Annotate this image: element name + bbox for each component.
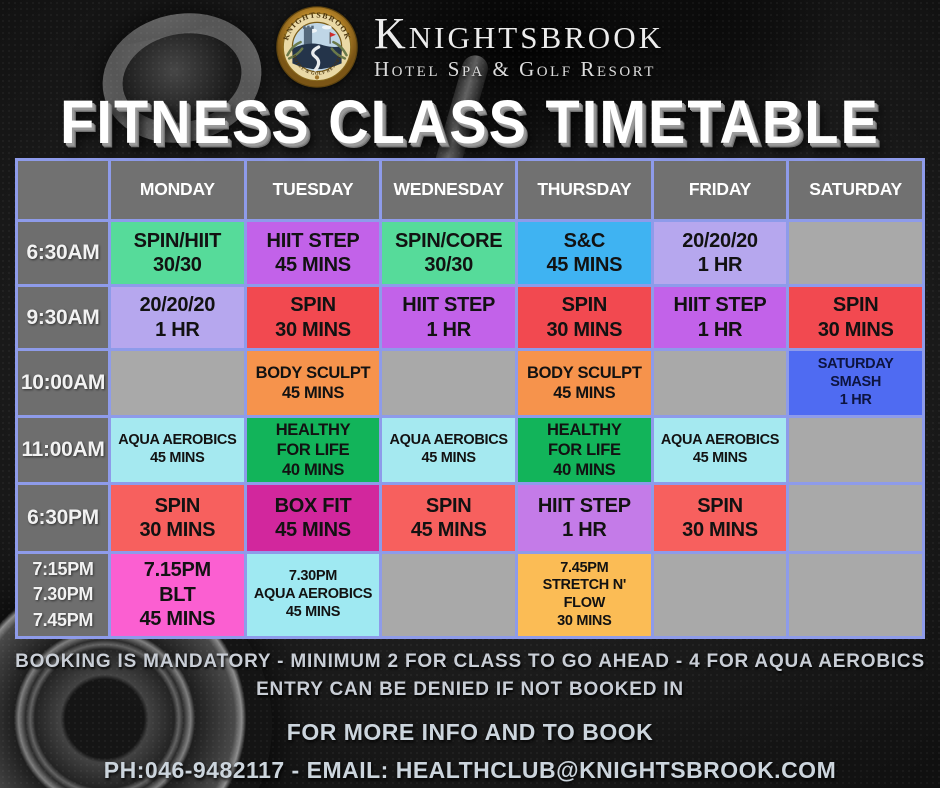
class-cell-tuesday: 7.30PM AQUA AEROBICS 45 MINS bbox=[246, 554, 380, 636]
time-cell: 7:15PM 7.30PM 7.45PM bbox=[18, 554, 108, 636]
class-cell-wednesday: HIIT STEP 1 HR bbox=[382, 287, 515, 348]
class-cell-tuesday: HIIT STEP 45 MINS bbox=[246, 222, 380, 284]
day-header-thursday: THURSDAY bbox=[518, 161, 651, 219]
class-cell-thursday: S&C 45 MINS bbox=[518, 222, 651, 284]
class-cell-monday: 7.15PM BLT 45 MINS bbox=[111, 554, 244, 636]
empty-cell-saturday bbox=[789, 554, 922, 636]
empty-cell-wednesday bbox=[382, 351, 515, 415]
day-header-wednesday: WEDNESDAY bbox=[382, 161, 515, 219]
empty-cell-monday bbox=[111, 351, 244, 415]
time-cell: 9:30AM bbox=[18, 287, 108, 348]
class-cell-thursday: HIIT STEP 1 HR bbox=[518, 485, 651, 551]
class-cell-tuesday: HEALTHY FOR LIFE 40 MINS bbox=[246, 418, 380, 482]
knightsbrook-logo-badge: KNIGHTSBROOK HOTEL & GOLF RESORT bbox=[276, 6, 358, 88]
class-cell-monday: SPIN 30 MINS bbox=[111, 485, 244, 551]
page-title: FITNESS CLASS TIMETABLE bbox=[60, 87, 880, 157]
class-cell-thursday: 7.45PM STRETCH N' FLOW 30 MINS bbox=[518, 554, 651, 636]
contact-phone-email: PH:046-9482117 - EMAIL: HEALTHCLUB@KNIGH… bbox=[103, 757, 837, 784]
class-cell-wednesday: SPIN 45 MINS bbox=[382, 485, 515, 551]
time-cell: 6:30PM bbox=[18, 485, 108, 551]
contact-heading: FOR MORE INFO AND TO BOOK bbox=[286, 719, 654, 746]
class-cell-thursday: HEALTHY FOR LIFE 40 MINS bbox=[518, 418, 651, 482]
brand-tagline: Hotel Spa & Golf Resort bbox=[374, 57, 656, 81]
class-cell-tuesday: BODY SCULPT 45 MINS bbox=[246, 351, 380, 415]
day-header-tuesday: TUESDAY bbox=[246, 161, 380, 219]
class-cell-tuesday: BOX FIT 45 MINS bbox=[246, 485, 380, 551]
timetable-grid: MONDAY TUESDAY WEDNESDAY THURSDAY FRIDAY SATU… bbox=[15, 158, 925, 639]
empty-cell-saturday bbox=[789, 222, 922, 284]
empty-cell-friday bbox=[653, 554, 787, 636]
class-cell-monday: AQUA AEROBICS 45 MINS bbox=[111, 418, 244, 482]
time-cell: 11:00AM bbox=[18, 418, 108, 482]
class-cell-friday: 20/20/20 1 HR bbox=[653, 222, 787, 284]
class-cell-wednesday: AQUA AEROBICS 45 MINS bbox=[382, 418, 515, 482]
day-header-saturday: SATURDAY bbox=[789, 161, 922, 219]
class-cell-thursday: SPIN 30 MINS bbox=[518, 287, 651, 348]
empty-cell-friday bbox=[653, 351, 787, 415]
class-cell-thursday: BODY SCULPT 45 MINS bbox=[518, 351, 651, 415]
class-cell-saturday: SPIN 30 MINS bbox=[789, 287, 922, 348]
class-cell-friday: AQUA AEROBICS 45 MINS bbox=[653, 418, 787, 482]
class-cell-monday: SPIN/HIIT 30/30 bbox=[111, 222, 244, 284]
empty-cell-saturday bbox=[789, 485, 922, 551]
class-cell-friday: HIIT STEP 1 HR bbox=[653, 287, 787, 348]
class-cell-friday: SPIN 30 MINS bbox=[653, 485, 787, 551]
class-cell-monday: 20/20/20 1 HR bbox=[111, 287, 244, 348]
booking-note-line2: ENTRY CAN BE DENIED IF NOT BOOKED IN bbox=[256, 678, 684, 700]
brand-name: Knightsbrook bbox=[374, 9, 664, 58]
empty-cell-saturday bbox=[789, 418, 922, 482]
time-cell: 10:00AM bbox=[18, 351, 108, 415]
booking-notes: BOOKING IS MANDATORY - MINIMUM 2 FOR CLA… bbox=[0, 648, 940, 703]
day-header-friday: FRIDAY bbox=[653, 161, 787, 219]
brand-header: KNIGHTSBROOK HOTEL & GOLF RESORT Knights… bbox=[0, 0, 940, 88]
table-corner-cell bbox=[18, 161, 108, 219]
day-header-monday: MONDAY bbox=[111, 161, 244, 219]
contact-info: FOR MORE INFO AND TO BOOK PH:046-9482117… bbox=[0, 719, 940, 784]
booking-note-line1: BOOKING IS MANDATORY - MINIMUM 2 FOR CLA… bbox=[15, 651, 925, 672]
time-cell: 6:30AM bbox=[18, 222, 108, 284]
empty-cell-wednesday bbox=[382, 554, 515, 636]
class-cell-wednesday: SPIN/CORE 30/30 bbox=[382, 222, 515, 284]
class-cell-tuesday: SPIN 30 MINS bbox=[246, 287, 380, 348]
class-cell-saturday: SATURDAY SMASH 1 HR bbox=[789, 351, 922, 415]
